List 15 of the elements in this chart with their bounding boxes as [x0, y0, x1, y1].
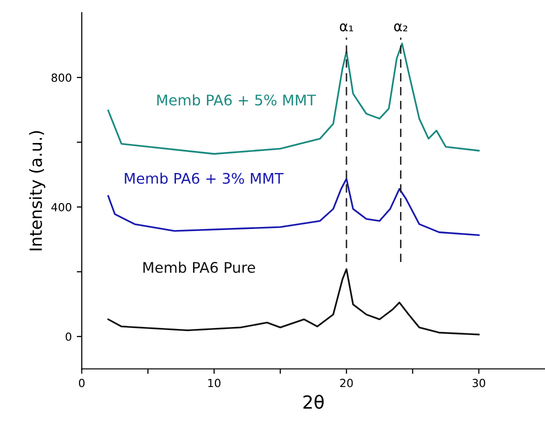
y-tick-label: 0 [66, 332, 72, 341]
y-axis-title: Intensity (a.u.) [29, 131, 46, 250]
series-label: Memb PA6 + 3% MMT [124, 172, 284, 184]
series-label: Memb PA6 + 5% MMT [157, 94, 316, 106]
y-tick-label: 800 [52, 73, 72, 82]
x-tick-label: 0 [78, 378, 85, 388]
x-tick-label: 20 [340, 378, 353, 388]
text: Memb PA6 Pure [143, 262, 256, 273]
ref-line-label: α₁ [340, 23, 354, 32]
x-tick-label: 30 [472, 378, 486, 388]
x-tick-label: 10 [208, 378, 220, 388]
x-axis-title: 2θ [303, 394, 324, 409]
line-series [107, 42, 480, 155]
y-tick-label: 400 [51, 202, 72, 212]
ref-line-label: α₂ [394, 23, 408, 32]
